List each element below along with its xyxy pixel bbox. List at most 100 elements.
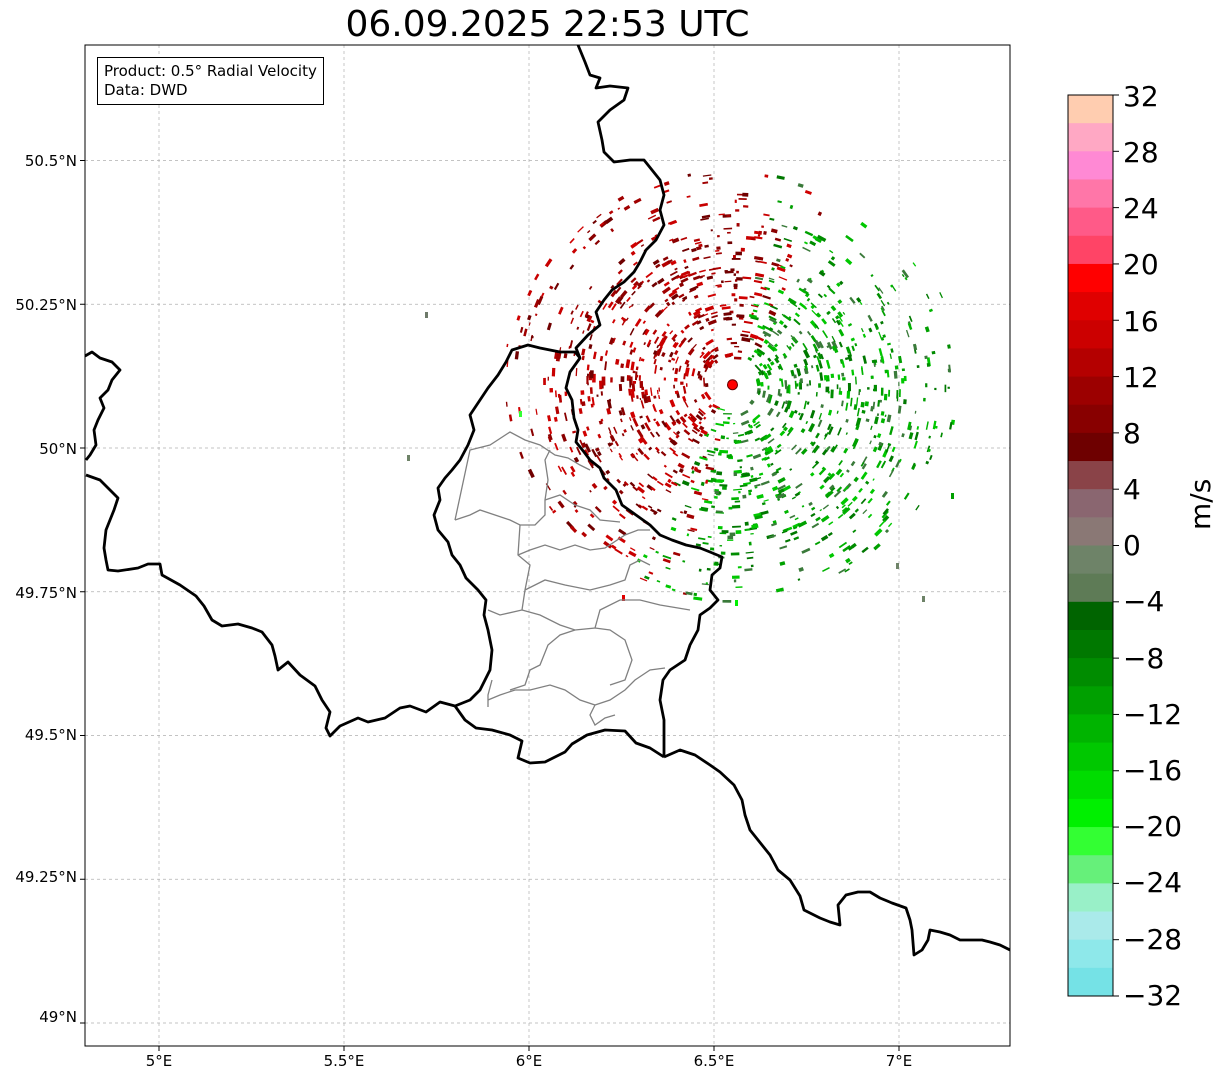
- velocity-echo-pixel: [735, 209, 740, 212]
- velocity-echo-pixel: [777, 200, 782, 204]
- velocity-echo-pixel: [737, 350, 743, 354]
- velocity-echo-pixel: [562, 489, 567, 495]
- velocity-echo-pixel: [828, 552, 835, 559]
- velocity-echo-pixel: [793, 318, 801, 326]
- velocity-echo-pixel: [821, 318, 828, 325]
- velocity-echo-pixel: [697, 370, 701, 376]
- velocity-echo-pixel: [591, 448, 598, 458]
- velocity-echo-pixel: [727, 231, 731, 234]
- velocity-echo-pixel: [856, 297, 862, 303]
- velocity-echo-pixel: [697, 410, 705, 417]
- velocity-echo-pixel: [826, 310, 831, 316]
- velocity-echo-pixel: [547, 433, 553, 441]
- velocity-echo-pixel: [731, 258, 741, 260]
- velocity-echo-pixel: [841, 507, 848, 513]
- velocity-echo-pixel: [712, 353, 719, 360]
- velocity-echo-pixel: [886, 301, 890, 305]
- velocity-echo-pixel: [616, 478, 622, 484]
- velocity-echo-pixel: [932, 420, 937, 430]
- velocity-echo-pixel: [736, 193, 744, 196]
- velocity-echo-pixel: [824, 433, 828, 438]
- velocity-echo-pixel: [530, 428, 535, 437]
- velocity-echo-pixel: [713, 359, 719, 364]
- velocity-echo-pixel: [814, 460, 820, 465]
- velocity-echo-pixel: [767, 357, 772, 363]
- velocity-echo-pixel: [845, 469, 850, 473]
- velocity-echo-pixel: [847, 501, 853, 507]
- velocity-echo-pixel: [667, 259, 673, 264]
- velocity-echo-pixel: [798, 412, 804, 421]
- velocity-echo-pixel: [581, 401, 586, 407]
- velocity-echo-pixel: [698, 433, 704, 438]
- velocity-echo-pixel: [754, 230, 760, 235]
- velocity-echo-pixel: [687, 173, 692, 177]
- velocity-echo-pixel: [833, 348, 839, 354]
- velocity-echo-pixel: [750, 475, 754, 478]
- velocity-echo-pixel: [896, 563, 899, 569]
- velocity-echo-pixel: [934, 425, 938, 429]
- velocity-echo-pixel: [879, 399, 883, 403]
- velocity-echo-pixel: [838, 390, 843, 395]
- velocity-echo-pixel: [912, 343, 918, 351]
- velocity-echo-pixel: [754, 486, 758, 489]
- velocity-echo-pixel: [748, 541, 752, 546]
- velocity-echo-pixel: [827, 426, 834, 436]
- velocity-echo-pixel: [776, 443, 782, 449]
- velocity-echo-pixel: [714, 495, 718, 499]
- velocity-echo-pixel: [872, 446, 878, 453]
- velocity-echo-pixel: [639, 397, 642, 401]
- velocity-echo-pixel: [771, 522, 777, 527]
- velocity-echo-pixel: [719, 304, 727, 307]
- velocity-echo-pixel: [570, 310, 574, 315]
- velocity-echo-pixel: [682, 295, 688, 300]
- velocity-echo-pixel: [744, 568, 753, 572]
- velocity-echo-pixel: [705, 479, 709, 484]
- velocity-echo-pixel: [734, 298, 738, 302]
- velocity-echo-pixel: [661, 352, 666, 358]
- radar-site-dot: [727, 379, 738, 391]
- velocity-echo-pixel: [734, 345, 740, 348]
- velocity-echo-pixel: [651, 536, 656, 541]
- velocity-echo-pixel: [682, 560, 686, 563]
- velocity-echo-pixel: [760, 381, 764, 387]
- velocity-echo-pixel: [763, 230, 767, 235]
- velocity-echo-pixel: [862, 456, 868, 464]
- colorbar-tick-12: 12: [1123, 361, 1159, 394]
- velocity-echo-pixel: [720, 435, 726, 440]
- velocity-echo-pixel: [699, 456, 708, 461]
- velocity-echo-pixel: [927, 448, 931, 452]
- velocity-echo-pixel: [867, 314, 873, 322]
- velocity-echo-pixel: [864, 401, 869, 407]
- velocity-echo-pixel: [821, 449, 828, 456]
- velocity-echo-pixel: [695, 414, 703, 421]
- velocity-echo-pixel: [745, 551, 754, 554]
- velocity-echo-pixel: [778, 320, 785, 326]
- velocity-echo-pixel: [702, 455, 707, 459]
- velocity-echo-pixel: [665, 584, 672, 589]
- velocity-echo-pixel: [675, 430, 681, 435]
- velocity-echo-pixel: [588, 344, 593, 350]
- velocity-echo-pixel: [820, 404, 824, 409]
- velocity-echo-pixel: [878, 331, 883, 340]
- velocity-echo-pixel: [715, 252, 722, 255]
- velocity-echo-pixel: [860, 327, 864, 333]
- velocity-echo-pixel: [652, 216, 661, 223]
- velocity-echo-pixel: [626, 296, 631, 302]
- velocity-echo-pixel: [798, 566, 804, 572]
- velocity-echo-pixel: [516, 315, 521, 321]
- velocity-echo-pixel: [770, 427, 775, 432]
- velocity-echo-pixel: [854, 342, 858, 347]
- velocity-echo-pixel: [591, 397, 595, 406]
- velocity-echo-pixel: [916, 426, 920, 430]
- velocity-echo-pixel: [635, 452, 639, 455]
- velocity-echo-pixel: [681, 480, 690, 487]
- velocity-echo-pixel: [519, 451, 524, 460]
- velocity-echo-pixel: [582, 245, 587, 250]
- velocity-echo-pixel: [703, 256, 711, 260]
- velocity-echo-pixel: [506, 343, 509, 348]
- velocity-echo-pixel: [869, 488, 876, 495]
- velocity-echo-pixel: [656, 508, 662, 513]
- velocity-echo-pixel: [876, 433, 882, 439]
- velocity-echo-pixel: [867, 513, 873, 519]
- velocity-echo-pixel: [805, 420, 809, 425]
